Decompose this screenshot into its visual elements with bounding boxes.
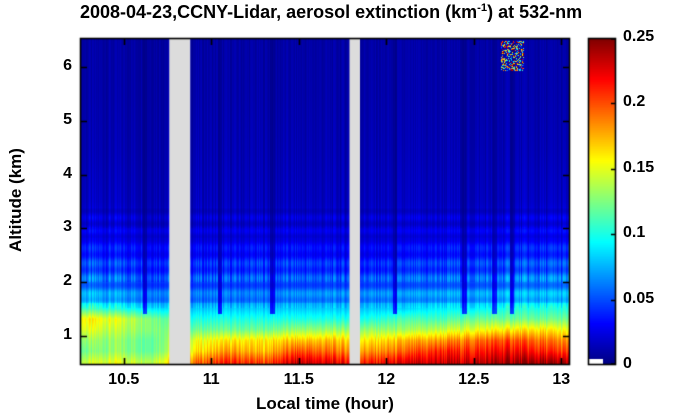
x-axis-label: Local time (hour) (256, 394, 394, 413)
colorbar-tick-label: 0.1 (623, 224, 646, 242)
y-tick-label: 2 (63, 271, 72, 289)
y-tick-label: 6 (63, 57, 72, 75)
x-tick-label: 11.5 (283, 371, 314, 388)
y-tick-label: 3 (63, 218, 72, 236)
colorbar-tick-label: 0.25 (623, 28, 655, 45)
x-tick-label: 11 (202, 371, 220, 388)
colorbar-tick-label: 0.2 (623, 93, 646, 111)
chart-title-superscript: -1 (477, 2, 488, 14)
x-tick-label: 12 (377, 371, 396, 388)
colorbar-tick-label: 0.15 (623, 158, 655, 176)
y-tick-label: 4 (63, 164, 72, 182)
x-tick-label: 10.5 (108, 371, 140, 388)
x-tick-label: 12.5 (458, 371, 490, 388)
colorbar-tick-label: 0.05 (623, 289, 655, 307)
chart-title-prefix: 2008-04-23,CCNY-Lidar, aerosol extinctio… (80, 2, 478, 22)
y-tick-label: 1 (63, 325, 72, 343)
chart-title: 2008-04-23,CCNY-Lidar, aerosol extinctio… (80, 2, 582, 23)
chart-title-suffix: ) at 532-nm (487, 2, 583, 22)
colorbar-tick-label: 0 (623, 355, 632, 372)
y-tick-label: 5 (63, 111, 72, 129)
x-tick-label: 13 (552, 371, 571, 388)
y-axis-label: Altitude (km) (6, 148, 25, 252)
